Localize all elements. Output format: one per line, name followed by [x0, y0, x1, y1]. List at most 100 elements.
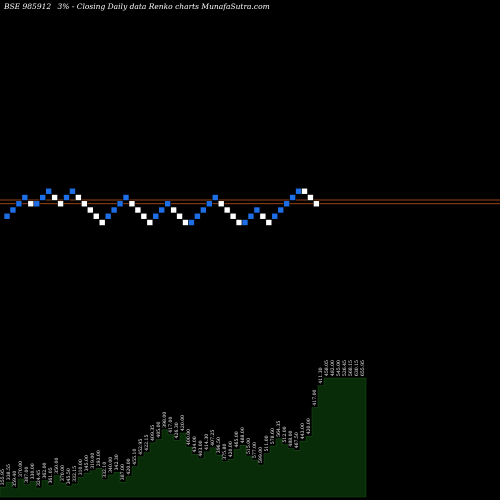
- volume-value-label: 319.00: [90, 453, 96, 469]
- volume-value-label: 355.95: [0, 469, 6, 485]
- down-brick: [295, 187, 302, 195]
- down-brick: [158, 206, 165, 214]
- down-brick: [271, 212, 279, 220]
- up-brick: [301, 187, 308, 195]
- down-brick: [241, 219, 249, 226]
- up-brick: [229, 212, 237, 220]
- up-brick: [182, 219, 189, 226]
- volume-value-label: 426.30: [174, 422, 180, 438]
- down-brick: [122, 194, 130, 201]
- up-brick: [134, 206, 142, 214]
- volume-value-label: 330.00: [30, 463, 36, 479]
- up-brick: [87, 206, 94, 214]
- chart-header: BSE 985912 3% - Closing Daily data Renko…: [3, 2, 270, 11]
- volume-value-label: 396.50: [216, 437, 222, 453]
- up-brick: [313, 200, 320, 208]
- volume-value-label: 409.35: [150, 425, 156, 441]
- volume-value-label: 370.00: [60, 465, 66, 481]
- volume-value-label: 465.00: [234, 431, 240, 447]
- down-brick: [63, 194, 70, 201]
- volume-panel: [0, 377, 367, 498]
- volume-value-label: 310.00: [78, 459, 84, 475]
- volume-value-label: 458.05: [324, 360, 330, 376]
- volume-value-label: 332.10: [102, 462, 108, 478]
- header-symbol: BSE 985912: [3, 2, 51, 11]
- down-brick: [211, 194, 219, 201]
- down-brick: [104, 212, 112, 220]
- volume-value-label: 398.00: [162, 412, 168, 428]
- down-brick: [253, 206, 261, 214]
- up-brick: [128, 200, 136, 208]
- up-brick: [75, 194, 82, 201]
- volume-value-label: 452.95: [138, 439, 144, 455]
- volume-value-label: 411.30: [318, 367, 324, 383]
- volume-value-label: 345.50: [66, 468, 72, 484]
- volume-value-label: 434.00: [192, 436, 198, 452]
- down-brick: [152, 212, 160, 220]
- up-brick: [176, 212, 183, 220]
- down-brick: [283, 200, 290, 208]
- volume-value-label: 324.45: [36, 470, 42, 486]
- volume-value-label: 515.00: [246, 438, 252, 454]
- down-brick: [164, 200, 171, 208]
- up-brick: [57, 200, 64, 208]
- volume-value-label: 455.10: [132, 449, 138, 465]
- volume-value-label: 577.00: [252, 442, 258, 458]
- volume-value-label: 387.00: [120, 464, 126, 480]
- volume-value-label: 342.30: [114, 454, 120, 470]
- volume-value-label: 488.00: [240, 427, 246, 443]
- renko-bricks: [3, 187, 320, 226]
- volume-value-label: 387.00: [24, 467, 30, 483]
- down-brick: [206, 200, 213, 208]
- volume-value-label: 488.00: [288, 430, 294, 446]
- volume-value-label: 578.60: [270, 428, 276, 444]
- up-brick: [98, 219, 106, 226]
- down-brick: [194, 212, 201, 220]
- volume-value-label: 370.00: [18, 461, 24, 477]
- volume-value-label: 359.40: [12, 471, 18, 487]
- down-brick: [289, 194, 296, 201]
- volume-value-label: 443.00: [300, 423, 306, 439]
- volume-value-label: 420.00: [180, 415, 186, 431]
- volume-value-label: 361.05: [48, 467, 54, 483]
- down-brick: [21, 194, 29, 201]
- header-params: 3%: [58, 2, 70, 11]
- up-brick: [81, 200, 88, 208]
- volume-value-label: 340.00: [108, 457, 114, 473]
- volume-value-label: 420.00: [306, 418, 312, 434]
- volume-value-label: 375.80: [222, 444, 228, 460]
- up-brick: [27, 200, 35, 208]
- volume-value-label: 511.00: [264, 435, 270, 451]
- header-trailer: - Closing Daily data Renko charts Munafa…: [72, 2, 270, 11]
- up-brick: [170, 206, 177, 214]
- volume-value-label: 403.00: [198, 440, 204, 456]
- down-brick: [277, 206, 285, 214]
- down-brick: [69, 187, 76, 195]
- volume-value-label: 545.00: [336, 360, 342, 376]
- down-brick: [116, 200, 124, 208]
- volume-value-label: 345.00: [84, 455, 90, 471]
- up-brick: [307, 194, 314, 201]
- down-brick: [3, 212, 11, 220]
- volume-value-label: 417.00: [168, 417, 174, 433]
- volume-value-label: 332.15: [72, 466, 78, 482]
- up-brick: [259, 212, 267, 220]
- volume-value-label: 467.50: [294, 432, 300, 448]
- volume-value-label: 407.25: [210, 430, 216, 446]
- down-brick: [39, 194, 47, 201]
- up-brick: [265, 219, 273, 226]
- down-brick: [15, 200, 23, 208]
- volume-value-label: 655.95: [360, 360, 366, 376]
- volume-value-label: 564.35: [276, 421, 282, 437]
- down-brick: [247, 212, 255, 220]
- volume-value-label: 362.00: [42, 462, 48, 478]
- up-brick: [92, 212, 100, 220]
- volume-value-label: 599.00: [258, 447, 264, 463]
- down-brick: [45, 187, 52, 195]
- volume-value-label: 482.00: [330, 360, 336, 376]
- up-brick: [223, 206, 231, 214]
- volume-value-label: 512.00: [282, 426, 288, 442]
- volume-value-label: 630.15: [354, 360, 360, 376]
